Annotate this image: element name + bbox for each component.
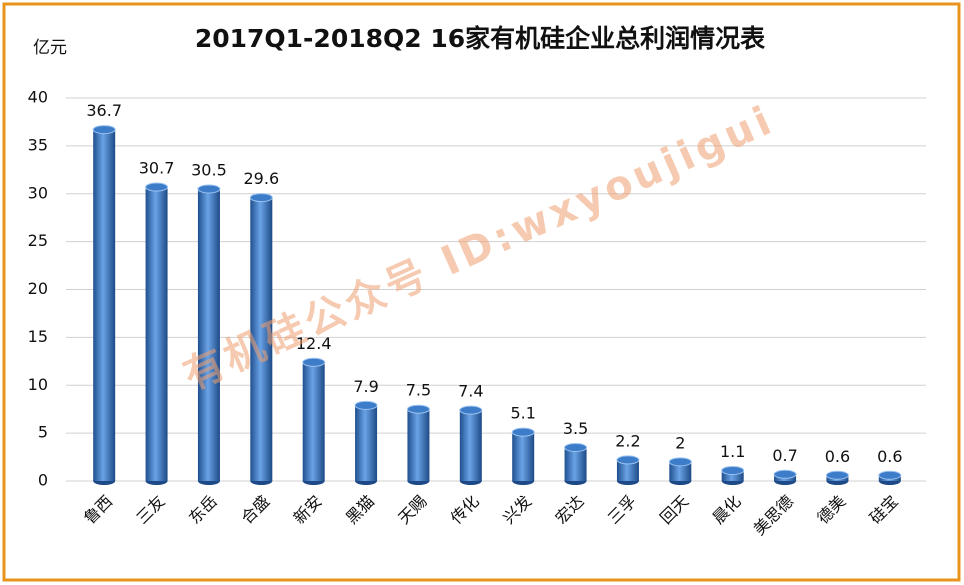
bar-top	[197, 184, 221, 194]
bar-top	[249, 193, 273, 203]
value-label: 5.1	[510, 404, 535, 423]
bar	[407, 409, 430, 481]
bar	[355, 405, 378, 481]
value-label: 7.5	[406, 381, 431, 400]
bar-top	[459, 405, 483, 415]
bar	[250, 197, 273, 481]
bar-top	[773, 469, 797, 479]
y-axis-label: 亿元	[33, 38, 67, 58]
value-label: 36.7	[86, 101, 122, 120]
y-tick-label: 15	[28, 327, 48, 346]
bar	[721, 470, 744, 481]
value-label: 3.5	[563, 419, 588, 438]
bar	[459, 410, 482, 481]
y-tick-label: 20	[28, 279, 48, 298]
value-label: 0.6	[877, 447, 902, 466]
bar-top	[564, 442, 588, 452]
bar-top	[354, 400, 378, 410]
y-tick-label: 10	[28, 375, 48, 394]
bar-top	[721, 465, 745, 475]
bar-top	[825, 470, 849, 480]
value-label: 12.4	[296, 334, 332, 353]
y-tick-label: 25	[28, 231, 48, 250]
value-label: 2.2	[615, 431, 640, 450]
bar-top	[668, 457, 692, 467]
bar	[93, 129, 116, 481]
y-tick-label: 40	[28, 88, 48, 107]
value-label: 7.4	[458, 382, 483, 401]
value-label: 30.5	[191, 160, 227, 179]
bar	[669, 461, 692, 481]
bar-top	[302, 357, 326, 367]
bar-top	[145, 182, 169, 192]
y-tick-label: 30	[28, 183, 48, 202]
bar	[512, 432, 535, 481]
bar	[145, 187, 168, 482]
y-tick-label: 5	[38, 423, 48, 442]
value-label: 29.6	[244, 169, 280, 188]
bar-top	[92, 125, 116, 135]
y-tick-label: 35	[28, 135, 48, 154]
bar-top	[511, 427, 535, 437]
bar	[616, 459, 639, 481]
value-label: 0.7	[772, 446, 797, 465]
y-tick-label: 0	[38, 471, 48, 490]
bar	[197, 188, 220, 481]
bar-top	[406, 404, 430, 414]
bar-top	[878, 470, 902, 480]
value-label: 0.6	[825, 447, 850, 466]
bar	[564, 447, 587, 481]
bar	[302, 362, 325, 481]
value-label: 1.1	[720, 442, 745, 461]
value-label: 30.7	[139, 159, 175, 178]
bar-top	[616, 455, 640, 465]
value-label: 2	[675, 433, 685, 452]
chart-title: 2017Q1-2018Q2 16家有机硅企业总利润情况表	[195, 24, 766, 53]
value-label: 7.9	[353, 377, 378, 396]
